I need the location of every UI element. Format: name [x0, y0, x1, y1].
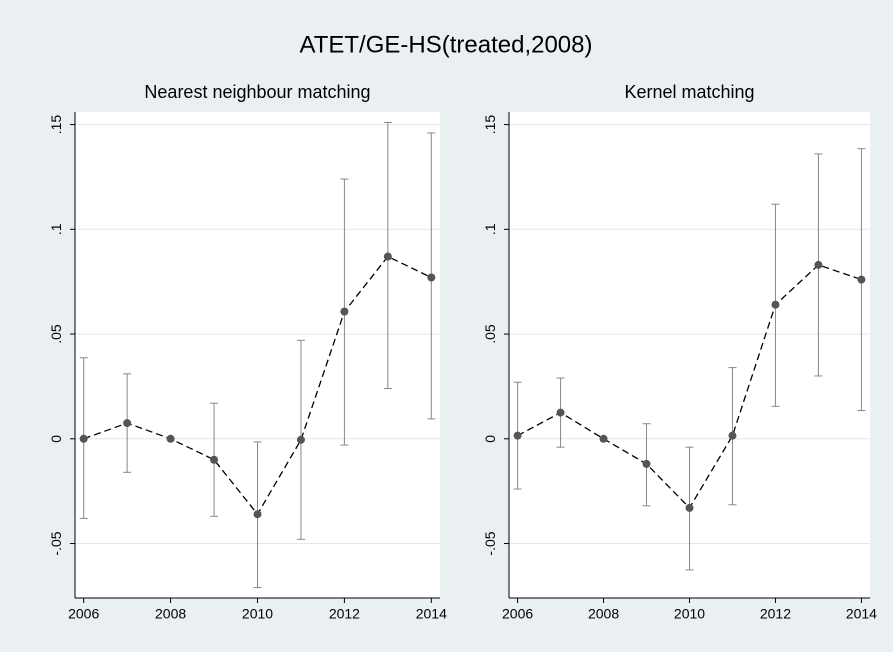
data-point — [556, 408, 565, 417]
data-point — [642, 459, 651, 468]
y-tick-label: -.05 — [48, 531, 64, 555]
data-point — [685, 503, 694, 512]
data-point — [383, 252, 392, 261]
x-tick-label: 2012 — [760, 606, 791, 622]
y-tick-label: .05 — [482, 324, 498, 344]
y-tick-label: .05 — [48, 324, 64, 344]
data-point — [79, 434, 88, 443]
x-tick-label: 2010 — [242, 606, 273, 622]
x-tick-label: 2014 — [846, 606, 877, 622]
data-point — [253, 510, 262, 519]
y-tick-label: -.05 — [482, 531, 498, 555]
data-point — [814, 260, 823, 269]
x-tick-label: 2008 — [588, 606, 619, 622]
x-tick-label: 2006 — [68, 606, 99, 622]
panel-title: Nearest neighbour matching — [144, 82, 370, 102]
y-tick-label: .15 — [482, 115, 498, 135]
x-tick-label: 2008 — [155, 606, 186, 622]
y-tick-label: .15 — [48, 115, 64, 135]
data-point — [599, 434, 608, 443]
data-point — [771, 300, 780, 309]
x-tick-label: 2006 — [502, 606, 533, 622]
data-point — [427, 273, 436, 282]
panel-title: Kernel matching — [624, 82, 754, 102]
x-tick-label: 2010 — [674, 606, 705, 622]
data-point — [123, 419, 132, 428]
chart-title: ATET/GE-HS(treated,2008) — [300, 31, 593, 58]
data-point — [296, 435, 305, 444]
y-tick-label: .1 — [48, 223, 64, 235]
y-tick-label: 0 — [482, 435, 498, 443]
data-point — [513, 431, 522, 440]
data-point — [728, 431, 737, 440]
y-tick-label: .1 — [482, 223, 498, 235]
data-point — [857, 275, 866, 284]
x-tick-label: 2012 — [329, 606, 360, 622]
y-tick-label: 0 — [48, 435, 64, 443]
x-tick-label: 2014 — [416, 606, 447, 622]
data-point — [210, 455, 219, 464]
data-point — [166, 434, 175, 443]
data-point — [340, 307, 349, 316]
